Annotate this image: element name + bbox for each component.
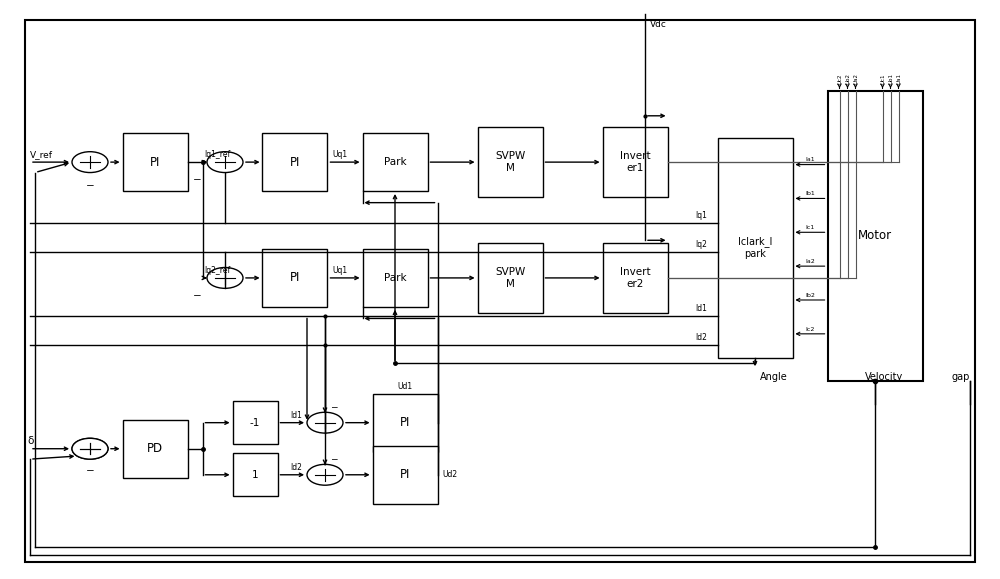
Text: Iq2: Iq2 xyxy=(696,240,708,249)
Text: SVPW
M: SVPW M xyxy=(495,267,525,289)
Text: Id1: Id1 xyxy=(696,303,708,313)
Circle shape xyxy=(207,152,243,173)
FancyBboxPatch shape xyxy=(718,138,792,357)
Circle shape xyxy=(307,464,343,485)
Text: PI: PI xyxy=(150,156,160,168)
Text: PI: PI xyxy=(290,156,300,168)
Circle shape xyxy=(72,438,108,459)
Text: Uc1: Uc1 xyxy=(880,74,885,84)
Text: Ua1: Ua1 xyxy=(896,74,901,84)
FancyBboxPatch shape xyxy=(373,394,438,452)
Text: −: − xyxy=(86,181,94,191)
Text: Park: Park xyxy=(384,273,406,283)
FancyBboxPatch shape xyxy=(602,127,668,197)
Text: −: − xyxy=(193,291,202,301)
Text: Iq1_ref: Iq1_ref xyxy=(205,150,231,159)
FancyBboxPatch shape xyxy=(232,453,278,497)
FancyBboxPatch shape xyxy=(478,127,542,197)
Text: Ub1: Ub1 xyxy=(888,74,893,84)
Text: δ: δ xyxy=(27,436,33,446)
Text: Iq2_ref: Iq2_ref xyxy=(205,266,231,275)
FancyBboxPatch shape xyxy=(122,133,188,191)
Text: Velocity: Velocity xyxy=(865,372,903,382)
Text: PI: PI xyxy=(400,468,410,481)
Text: Iq1: Iq1 xyxy=(696,211,708,220)
Text: PI: PI xyxy=(290,272,300,284)
Text: Uq1: Uq1 xyxy=(332,266,348,275)
Text: Invert
er1: Invert er1 xyxy=(620,151,650,173)
Circle shape xyxy=(72,152,108,173)
Text: Iclark_I
park: Iclark_I park xyxy=(738,236,772,259)
Text: PD: PD xyxy=(147,442,163,455)
Text: Park: Park xyxy=(384,157,406,167)
Text: SVPW
M: SVPW M xyxy=(495,151,525,173)
Text: Uc2: Uc2 xyxy=(837,74,842,84)
Text: Ic1: Ic1 xyxy=(805,225,815,230)
FancyBboxPatch shape xyxy=(602,243,668,313)
Text: V_ref: V_ref xyxy=(30,150,53,159)
Text: Ia2: Ia2 xyxy=(805,259,815,264)
Text: PI: PI xyxy=(400,416,410,429)
Text: −: − xyxy=(86,466,94,476)
FancyBboxPatch shape xyxy=(828,91,922,381)
Text: Invert
er2: Invert er2 xyxy=(620,267,650,289)
FancyBboxPatch shape xyxy=(262,133,327,191)
FancyBboxPatch shape xyxy=(373,446,438,504)
Text: -1: -1 xyxy=(250,417,260,428)
Text: Id2: Id2 xyxy=(290,463,302,472)
Text: Ud2: Ud2 xyxy=(442,470,458,479)
Text: Angle: Angle xyxy=(760,372,788,382)
Text: −: − xyxy=(330,402,338,411)
Text: Uq1: Uq1 xyxy=(332,150,348,159)
Text: Vdc: Vdc xyxy=(650,20,667,30)
FancyBboxPatch shape xyxy=(478,243,542,313)
Text: Ub2: Ub2 xyxy=(845,74,850,84)
Text: gap: gap xyxy=(952,372,970,382)
Text: Motor: Motor xyxy=(858,229,892,243)
Text: Ib1: Ib1 xyxy=(805,191,815,196)
Text: −: − xyxy=(193,175,202,185)
Circle shape xyxy=(207,267,243,288)
Circle shape xyxy=(307,412,343,433)
FancyBboxPatch shape xyxy=(363,249,428,307)
Text: Ua2: Ua2 xyxy=(853,74,858,84)
FancyBboxPatch shape xyxy=(363,133,428,191)
Text: 1: 1 xyxy=(252,470,258,480)
FancyBboxPatch shape xyxy=(232,401,278,445)
Text: Ia1: Ia1 xyxy=(805,157,815,162)
FancyBboxPatch shape xyxy=(262,249,327,307)
Text: Id2: Id2 xyxy=(696,332,708,342)
Text: Id1: Id1 xyxy=(290,411,302,420)
Text: Ib2: Ib2 xyxy=(805,292,815,298)
Text: Ic2: Ic2 xyxy=(805,327,815,332)
Text: −: − xyxy=(330,454,338,463)
FancyBboxPatch shape xyxy=(122,420,188,478)
Text: Ud1: Ud1 xyxy=(397,382,413,391)
Circle shape xyxy=(72,438,108,459)
